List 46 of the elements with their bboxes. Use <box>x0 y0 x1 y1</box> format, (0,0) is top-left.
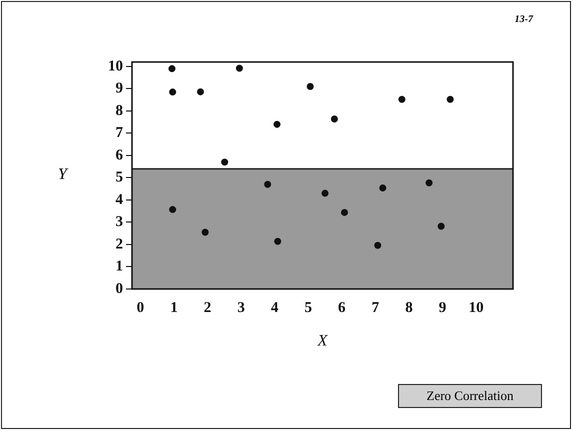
point <box>398 96 406 103</box>
x-tick-label: 8 <box>405 300 413 316</box>
point <box>330 115 338 122</box>
point <box>374 242 382 249</box>
point <box>169 88 176 96</box>
x-tick-label: 7 <box>372 300 380 316</box>
x-tick-label: 2 <box>204 300 212 316</box>
point <box>274 238 282 245</box>
point <box>236 64 243 72</box>
y-tick-label: 3 <box>116 214 123 230</box>
text: Zero Correlation <box>398 384 542 408</box>
y-tick-label: 1 <box>116 258 123 275</box>
point <box>196 88 204 96</box>
point <box>169 206 176 214</box>
y-tick-label: 10 <box>108 58 123 74</box>
y-tick-label: 9 <box>116 80 123 97</box>
x-axis-title: X <box>316 332 329 350</box>
text: 13-7 <box>514 14 533 25</box>
x-tick-label: 10 <box>468 300 484 316</box>
y-tick-label: 7 <box>116 125 124 142</box>
y-tick-label: 6 <box>116 147 124 164</box>
point <box>306 82 314 90</box>
y-tick-label: 5 <box>116 170 123 186</box>
x-tick-label: 0 <box>136 300 144 316</box>
point <box>379 184 386 192</box>
point <box>322 190 329 197</box>
point <box>340 208 348 216</box>
point <box>446 96 454 103</box>
y-tick-label: 0 <box>116 280 123 297</box>
point <box>426 179 433 186</box>
x-tick-label: 1 <box>170 300 178 316</box>
x-tick-label: 4 <box>270 300 279 316</box>
x-tick-label: 9 <box>438 300 446 316</box>
point <box>438 222 445 230</box>
point <box>168 65 176 72</box>
x-tick-label: 6 <box>338 300 346 316</box>
y-tick-label: 4 <box>116 192 124 208</box>
point <box>274 120 281 128</box>
y-tick-label: 8 <box>116 102 123 119</box>
y-tick-label: 2 <box>116 236 123 252</box>
x-tick-label: 3 <box>237 300 245 316</box>
point <box>202 228 209 236</box>
y-axis-title: Y <box>58 166 67 184</box>
point <box>264 180 272 188</box>
point <box>221 158 228 166</box>
x-tick-label: 5 <box>304 300 312 316</box>
